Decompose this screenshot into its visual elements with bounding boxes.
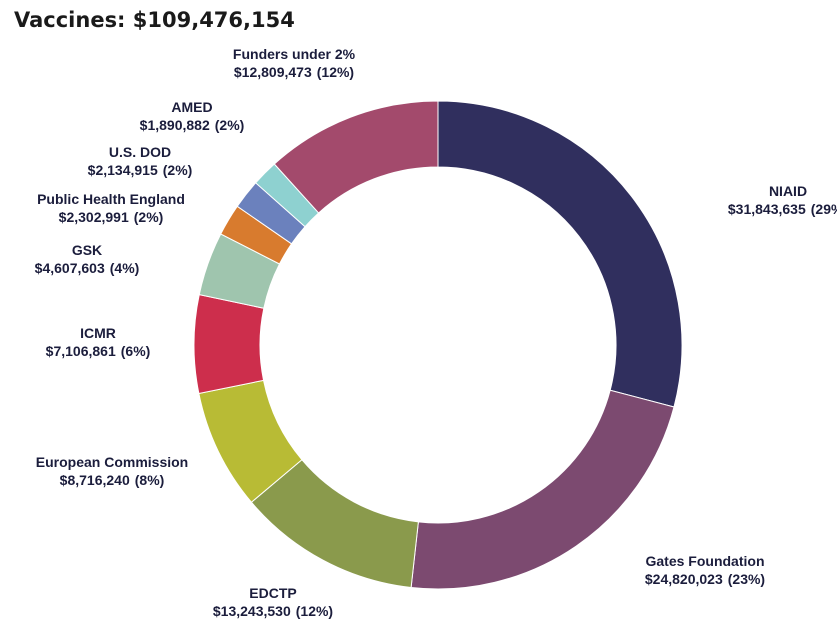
slice-label-name: EDCTP — [249, 585, 296, 601]
slice-percent: (2%) — [163, 162, 193, 178]
slice-label-name: NIAID — [769, 183, 807, 199]
label-icmr: ICMR $7,106,861 (6%) — [46, 325, 151, 359]
slice-label-name: U.S. DOD — [109, 144, 171, 160]
slice-amount: $13,243,530 — [213, 603, 291, 619]
slice-amount: $12,809,473 — [234, 64, 312, 80]
slice-label-name: Public Health England — [37, 191, 185, 207]
slice-label-name: Gates Foundation — [646, 553, 765, 569]
label-niaid: NIAID $31,843,635 (29%) — [728, 183, 837, 217]
slice-icmr — [193, 294, 265, 395]
slice-gates-foundation — [410, 389, 675, 590]
slice-amount: $1,890,882 — [140, 117, 210, 133]
slice-label-name: European Commission — [36, 454, 188, 470]
slice-percent: (29%) — [811, 201, 837, 217]
slice-percent: (8%) — [135, 472, 165, 488]
slice-niaid — [437, 100, 683, 408]
label-funders-under-2: Funders under 2% $12,809,473 (12%) — [233, 46, 356, 80]
slice-label-value: $13,243,530 (12%) — [213, 603, 333, 619]
slice-label-value: $12,809,473 (12%) — [234, 64, 354, 80]
label-amed: AMED $1,890,882 (2%) — [140, 99, 245, 133]
slice-label-value: $4,607,603 (4%) — [35, 260, 140, 276]
slice-percent: (4%) — [110, 260, 140, 276]
slice-amount: $31,843,635 — [728, 201, 806, 217]
slice-percent: (12%) — [296, 603, 333, 619]
slice-label-name: ICMR — [80, 325, 116, 341]
slice-amount: $8,716,240 — [60, 472, 130, 488]
slice-percent: (23%) — [728, 571, 765, 587]
slice-labels: NIAID $31,843,635 (29%) Gates Foundation $24… — [35, 46, 837, 619]
slice-funders-under-2 — [273, 100, 439, 214]
slice-amount: $24,820,023 — [645, 571, 723, 587]
slice-percent: (2%) — [215, 117, 245, 133]
chart-title: Vaccines: $109,476,154 — [14, 8, 295, 32]
slice-label-value: $2,302,991 (2%) — [59, 209, 164, 225]
label-european-commission: European Commission $8,716,240 (8%) — [36, 454, 188, 488]
label-u-s-dod: U.S. DOD $2,134,915 (2%) — [88, 144, 193, 178]
slice-label-value: $8,716,240 (8%) — [60, 472, 165, 488]
slice-percent: (12%) — [317, 64, 354, 80]
label-gsk: GSK $4,607,603 (4%) — [35, 242, 140, 276]
slice-label-name: AMED — [171, 99, 212, 115]
slice-label-value: $2,134,915 (2%) — [88, 162, 193, 178]
slice-label-value: $7,106,861 (6%) — [46, 343, 151, 359]
slice-amount: $4,607,603 — [35, 260, 105, 276]
donut-slices — [193, 100, 683, 590]
slice-amount: $2,302,991 — [59, 209, 129, 225]
slice-label-value: $1,890,882 (2%) — [140, 117, 245, 133]
slice-percent: (6%) — [121, 343, 151, 359]
label-gates-foundation: Gates Foundation $24,820,023 (23%) — [645, 553, 765, 587]
slice-amount: $2,134,915 — [88, 162, 158, 178]
slice-label-value: $24,820,023 (23%) — [645, 571, 765, 587]
slice-percent: (2%) — [134, 209, 164, 225]
label-public-health-england: Public Health England $2,302,991 (2%) — [37, 191, 185, 225]
slice-label-name: GSK — [72, 242, 102, 258]
slice-label-name: Funders under 2% — [233, 46, 356, 62]
slice-amount: $7,106,861 — [46, 343, 116, 359]
slice-label-value: $31,843,635 (29%) — [728, 201, 837, 217]
label-edctp: EDCTP $13,243,530 (12%) — [213, 585, 333, 619]
